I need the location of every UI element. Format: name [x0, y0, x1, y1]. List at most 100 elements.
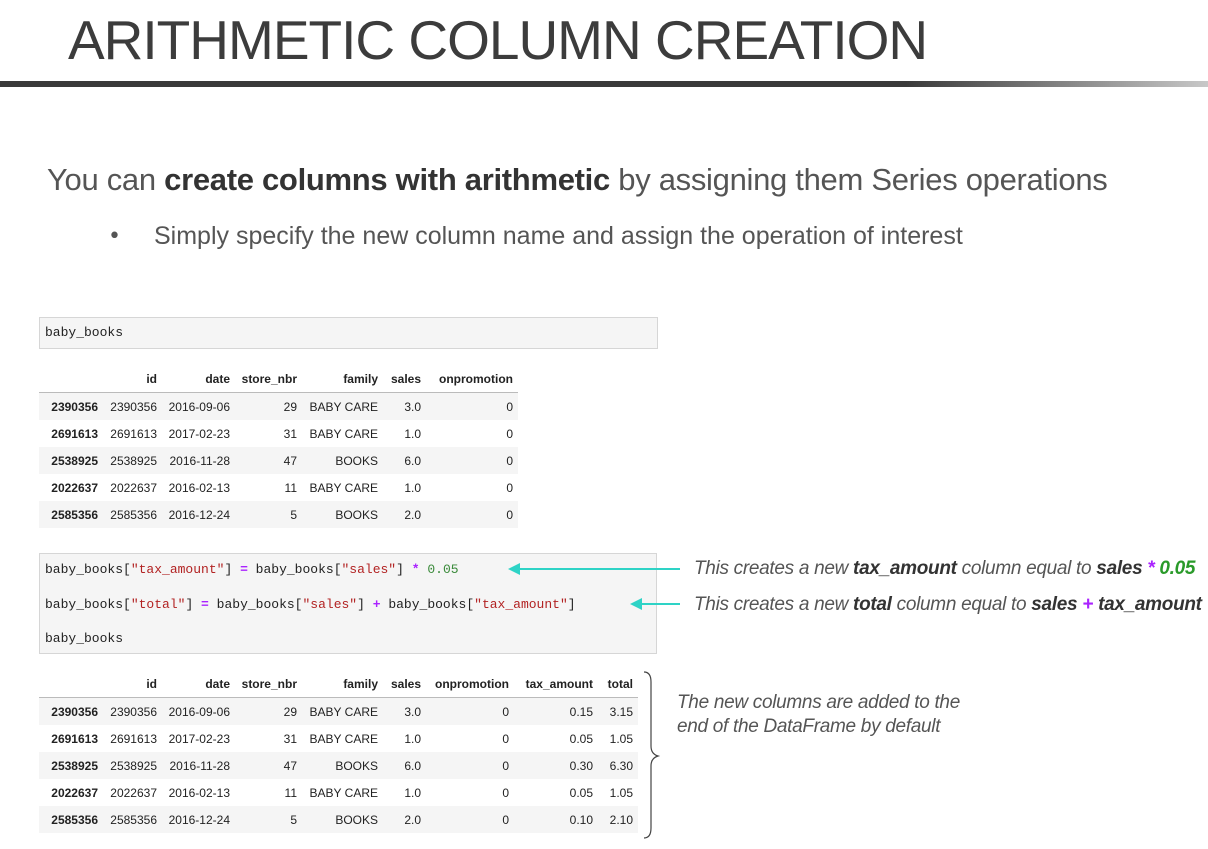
table-cell: BABY CARE [309, 704, 378, 719]
table-row: 2390356 2390356 2016-09-06 29 BABY CARE 3.0 0 [39, 392, 518, 420]
table-cell: 3.15 [609, 704, 633, 719]
table-cell: 2016-09-06 [168, 704, 230, 719]
table-cell: 5 [290, 507, 297, 522]
column-header: total [598, 671, 638, 698]
table-row: 2022637 2022637 2016-02-13 11 BABY CARE 1.0 0 [39, 474, 518, 501]
table-cell: 0 [506, 480, 513, 495]
table-cell: BABY CARE [309, 399, 378, 414]
table-cell: BOOKS [335, 507, 378, 522]
table-cell: 1.0 [404, 785, 421, 800]
arrow-head-icon [630, 598, 642, 610]
table-cell: 11 [284, 785, 297, 800]
table-cell: 2022637 [110, 480, 157, 495]
row-index: 2022637 [51, 785, 98, 800]
table-cell: 2585356 [110, 507, 157, 522]
table-cell: 2.0 [404, 507, 421, 522]
table-row: 2538925 2538925 2016-11-28 47 BOOKS 6.0 0 0.30 6… [39, 752, 638, 779]
dataframe-table-1: id date store_nbr family sales onpromotion 23… [39, 366, 518, 528]
table-cell: 2691613 [110, 731, 157, 746]
table-cell: 29 [283, 399, 297, 414]
column-header: store_nbr [235, 671, 302, 698]
table-cell: BABY CARE [309, 731, 378, 746]
table-cell: BOOKS [335, 812, 378, 827]
row-index: 2585356 [51, 507, 98, 522]
table-cell: 2016-12-24 [168, 812, 230, 827]
table-cell: BABY CARE [309, 785, 378, 800]
column-header [39, 366, 103, 393]
table-cell: 47 [283, 453, 297, 468]
row-index: 2585356 [51, 812, 98, 827]
table-cell: 2538925 [110, 758, 157, 773]
column-header: onpromotion [426, 671, 514, 698]
table-cell: 1.0 [404, 731, 421, 746]
table-header-row: id date store_nbr family sales onpromotion tax… [39, 671, 638, 698]
table-cell: 2016-02-13 [168, 785, 230, 800]
annotation-new-columns: The new columns are added to the end of t… [677, 692, 960, 737]
subtitle: You can create columns with arithmetic b… [47, 162, 1108, 198]
table-cell: 6.30 [609, 758, 633, 773]
table-cell: 0 [502, 704, 509, 719]
column-header: family [302, 671, 383, 698]
table-cell: 2017-02-23 [168, 426, 230, 441]
column-header: date [162, 366, 235, 393]
table-cell: 0.30 [569, 758, 593, 773]
table-cell: 2390356 [110, 704, 157, 719]
table-cell: 2.0 [404, 812, 421, 827]
column-header: family [302, 366, 383, 393]
row-index: 2538925 [51, 453, 98, 468]
column-header: id [103, 671, 162, 698]
table-cell: 2691613 [110, 426, 157, 441]
table-row: 2538925 2538925 2016-11-28 47 BOOKS 6.0 0 [39, 447, 518, 474]
table-cell: BABY CARE [309, 480, 378, 495]
table-cell: 0.05 [569, 731, 593, 746]
table-cell: BABY CARE [309, 426, 378, 441]
column-header: date [162, 671, 235, 698]
column-header: id [103, 366, 162, 393]
column-header: tax_amount [514, 671, 598, 698]
table-cell: 5 [290, 812, 297, 827]
subtitle-bold: create columns with arithmetic [164, 162, 610, 197]
table-cell: 2390356 [110, 399, 157, 414]
annotation-tax-amount: This creates a new tax_amount column equ… [694, 558, 1196, 579]
row-index: 2538925 [51, 758, 98, 773]
column-header: sales [383, 366, 426, 393]
column-header: store_nbr [235, 366, 302, 393]
table-row: 2022637 2022637 2016-02-13 11 BABY CARE 1.0 0 0… [39, 779, 638, 806]
bullet-icon: • [108, 224, 121, 249]
table-cell: 1.05 [609, 731, 633, 746]
table-cell: 2016-12-24 [168, 507, 230, 522]
arrow-line [518, 568, 680, 570]
code-line-2: baby_books["total"] = baby_books["sales"… [45, 597, 576, 612]
arrow-head-icon [508, 563, 520, 575]
table-row: 2585356 2585356 2016-12-24 5 BOOKS 2.0 0 0.10 2.… [39, 806, 638, 833]
table-cell: 0 [506, 507, 513, 522]
table-cell: 31 [283, 731, 297, 746]
arrow-line [640, 603, 680, 605]
row-index: 2390356 [51, 399, 98, 414]
bullet-text: Simply specify the new column name and a… [154, 222, 963, 250]
code-cell-1[interactable]: baby_books [39, 317, 658, 349]
slide-title: ARITHMETIC COLUMN CREATION [68, 9, 928, 71]
table-cell: BOOKS [335, 758, 378, 773]
dataframe-table-2: id date store_nbr family sales onpromotion tax… [39, 671, 638, 833]
table-cell: 2017-02-23 [168, 731, 230, 746]
table-row: 2390356 2390356 2016-09-06 29 BABY CARE 3.0 0 0… [39, 697, 638, 725]
table-cell: 2016-11-28 [169, 758, 231, 773]
table-cell: 3.0 [404, 399, 421, 414]
table-cell: 0 [502, 758, 509, 773]
table-row: 2585356 2585356 2016-12-24 5 BOOKS 2.0 0 [39, 501, 518, 528]
table-row: 2691613 2691613 2017-02-23 31 BABY CARE 1.0 0 0… [39, 725, 638, 752]
table-cell: 1.0 [404, 480, 421, 495]
table-cell: 47 [283, 758, 297, 773]
table-cell: 6.0 [404, 453, 421, 468]
table-row: 2691613 2691613 2017-02-23 31 BABY CARE 1.0 0 [39, 420, 518, 447]
table-cell: 31 [283, 426, 297, 441]
table-cell: 2.10 [609, 812, 633, 827]
table-cell: 0 [506, 399, 513, 414]
table-cell: 1.05 [609, 785, 633, 800]
table-cell: 0.05 [569, 785, 593, 800]
table-cell: 1.0 [404, 426, 421, 441]
code-line-3: baby_books [45, 631, 124, 646]
subtitle-text-end: by assigning them Series operations [609, 162, 1108, 197]
table-cell: 0 [502, 785, 509, 800]
